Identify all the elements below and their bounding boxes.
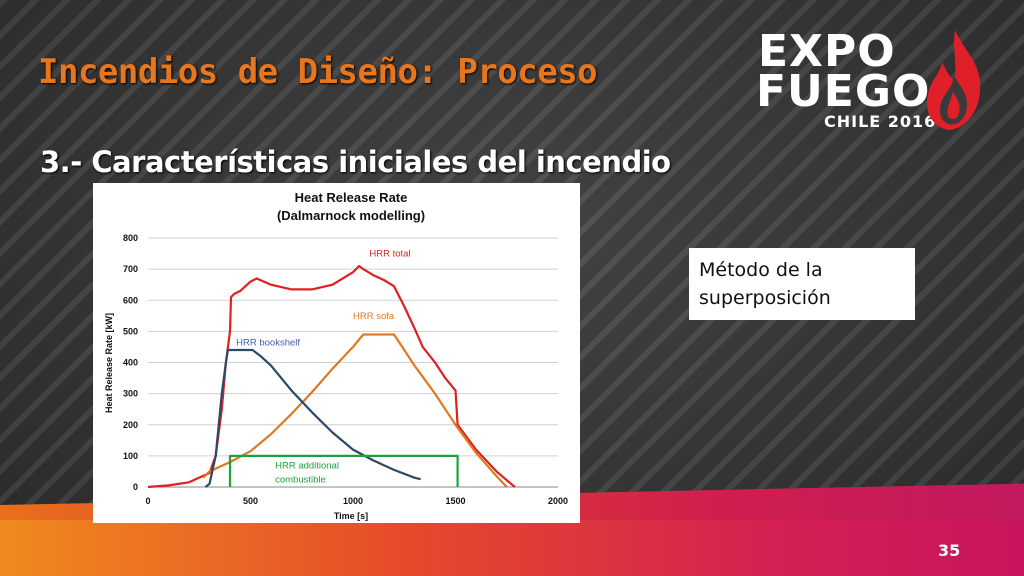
- y-tick-label: 100: [123, 451, 138, 461]
- annotation-label: combustible: [275, 474, 326, 485]
- y-tick-label: 800: [123, 233, 138, 243]
- x-axis-ticks: 0 500 1000 1500 2000: [145, 496, 568, 506]
- page-number: 35: [938, 541, 961, 560]
- annotation-label: HRR sofa: [353, 311, 395, 322]
- annotation-label: HRR additional: [275, 460, 339, 471]
- y-tick-label: 400: [123, 358, 138, 368]
- logo-line-chile: CHILE 2016: [824, 112, 937, 131]
- logo-line-expo: EXPO: [758, 26, 896, 77]
- x-axis-label: Time [s]: [334, 511, 368, 521]
- series-hrr-sofa: [202, 333, 508, 488]
- annotation-label: HRR total: [369, 249, 410, 260]
- chart-panel: Heat Release Rate (Dalmarnock modelling)…: [93, 183, 580, 523]
- y-tick-label: 500: [123, 326, 138, 336]
- series-hrr-total: [147, 264, 516, 489]
- expo-fuego-logo: EXPO FUEGO CHILE 2016: [752, 28, 1002, 136]
- x-tick-label: 1000: [343, 496, 363, 506]
- y-axis-label: Heat Release Rate [kW]: [104, 313, 114, 413]
- slide-subtitle: 3.- Características iniciales del incend…: [40, 145, 671, 179]
- hrr-chart: Heat Release Rate (Dalmarnock modelling)…: [104, 190, 568, 521]
- chart-title: Heat Release Rate: [295, 190, 408, 205]
- footer-band-lower: [0, 520, 1024, 576]
- y-tick-label: 700: [123, 264, 138, 274]
- chart-subtitle: (Dalmarnock modelling): [277, 208, 425, 223]
- y-tick-label: 600: [123, 295, 138, 305]
- y-tick-label: 200: [123, 420, 138, 430]
- series-hrr-additional: [228, 454, 459, 487]
- method-note: Método de la superposición: [689, 248, 915, 320]
- series-hrr-bookshelf: [204, 348, 421, 488]
- logo-line-fuego: FUEGO: [756, 66, 931, 117]
- x-tick-label: 500: [243, 496, 258, 506]
- y-axis-ticks: 0 100 200 300 400 500 600 700 800: [123, 233, 138, 492]
- x-tick-label: 0: [145, 496, 150, 506]
- chart-series: [147, 264, 516, 489]
- flame-icon: [926, 30, 981, 130]
- slide-title: Incendios de Diseño: Proceso: [38, 52, 598, 92]
- chart-gridlines: [148, 237, 558, 488]
- x-tick-label: 1500: [445, 496, 465, 506]
- y-tick-label: 0: [133, 482, 138, 492]
- x-tick-label: 2000: [548, 496, 568, 506]
- chart-annotations: HRR total HRR sofa HRR bookshelf HRR additi…: [236, 249, 410, 486]
- annotation-label: HRR bookshelf: [236, 337, 300, 348]
- y-tick-label: 300: [123, 389, 138, 399]
